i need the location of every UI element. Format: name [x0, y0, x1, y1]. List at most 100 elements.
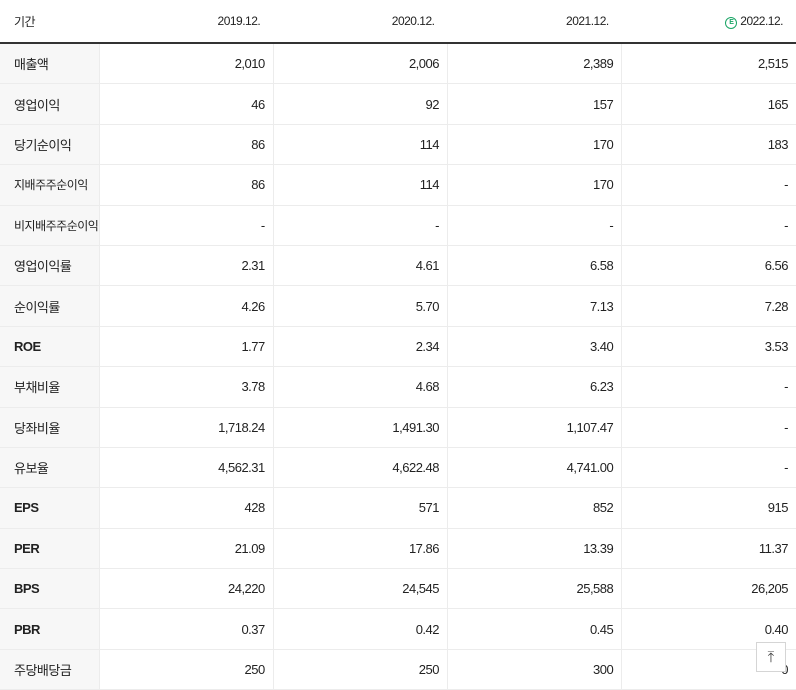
table-cell: 183: [621, 124, 796, 166]
table-cell: 4.61: [272, 244, 448, 287]
table-cell: 852: [446, 487, 622, 529]
table-cell: 5.70: [272, 285, 448, 327]
table-cell: 114: [272, 124, 448, 166]
table-cell: -: [621, 407, 796, 448]
table-cell: -: [98, 205, 274, 246]
table-cell: 170: [446, 164, 622, 206]
table-cell: 0.42: [272, 608, 448, 650]
table-row: 매출액 2,010 2,006 2,389 2,515: [0, 43, 796, 85]
row-label-operating-margin: 영업이익률: [0, 244, 99, 287]
row-label-net-margin: 순이익률: [0, 285, 99, 327]
row-label-quick-ratio: 당좌비율: [0, 407, 99, 448]
table-cell: 4.26: [98, 285, 274, 327]
period-label-header: 기간: [0, 0, 99, 44]
period-header-2022-label: 2022.12.: [740, 13, 783, 28]
table-cell: 7.28: [621, 285, 796, 327]
table-row: ROE 1.77 2.34 3.40 3.53: [0, 326, 796, 368]
table-cell: 21.09: [98, 528, 274, 570]
table-row: 비지배주주순이익 - - - -: [0, 205, 796, 246]
table-cell: 250: [98, 648, 274, 690]
row-label-noncontrolling-net-income: 비지배주주순이익: [0, 205, 99, 246]
table-cell: 4,741.00: [446, 447, 622, 489]
table-row: 순이익률 4.26 5.70 7.13 7.28: [0, 285, 796, 327]
table-cell: 6.58: [446, 244, 622, 287]
table-cell: 25,588: [446, 568, 622, 610]
table-cell: 2.34: [272, 326, 448, 368]
table-row: 주당배당금 250 250 300 0: [0, 648, 796, 690]
estimate-badge-icon: E: [725, 16, 738, 29]
table-cell: 1.77: [98, 326, 274, 368]
table-cell: 26,205: [621, 568, 796, 610]
table-cell: 571: [272, 487, 448, 529]
row-label-per: PER: [0, 528, 99, 570]
table-row: 부채비율 3.78 4.68 6.23 -: [0, 366, 796, 408]
table-row: EPS 428 571 852 915: [0, 487, 796, 529]
table-row: BPS 24,220 24,545 25,588 26,205: [0, 568, 796, 610]
period-header-2020: 2020.12.: [273, 0, 448, 44]
table-cell: 0.37: [98, 608, 274, 650]
table-cell: 4.68: [272, 366, 448, 408]
period-header-2021: 2021.12.: [447, 0, 622, 44]
table-cell: 1,107.47: [446, 407, 622, 448]
period-header-2022: E 2022.12.: [621, 0, 796, 44]
table-cell: 300: [446, 648, 622, 690]
table-cell: 92: [272, 83, 448, 125]
table-cell: -: [621, 205, 796, 246]
table-row: PBR 0.37 0.42 0.45 0.40: [0, 608, 796, 650]
table-cell: 915: [621, 487, 796, 529]
table-cell: 3.53: [621, 326, 796, 368]
table-cell: -: [272, 205, 448, 246]
table-cell: 86: [98, 124, 274, 166]
table-cell: -: [621, 366, 796, 408]
table-cell: 17.86: [272, 528, 448, 570]
table-cell: 11.37: [621, 528, 796, 570]
table-row: 영업이익률 2.31 4.61 6.58 6.56: [0, 244, 796, 287]
table-cell: 157: [446, 83, 622, 125]
table-cell: 6.23: [446, 366, 622, 408]
row-label-debt-ratio: 부채비율: [0, 366, 99, 408]
table-cell: 2,006: [272, 43, 448, 85]
table-cell: 165: [621, 83, 796, 125]
scroll-to-top-button[interactable]: ⤒: [756, 642, 786, 672]
table-cell: 13.39: [446, 528, 622, 570]
table-cell: 24,220: [98, 568, 274, 610]
row-label-net-income: 당기순이익: [0, 124, 99, 166]
table-cell: 1,718.24: [98, 407, 274, 448]
table-row: 유보율 4,562.31 4,622.48 4,741.00 -: [0, 447, 796, 489]
table-cell: 24,545: [272, 568, 448, 610]
table-cell: 428: [98, 487, 274, 529]
table-cell: -: [621, 447, 796, 489]
table-header-row: 기간 2019.12. 2020.12. 2021.12. E 2022.12.: [0, 0, 796, 44]
table-cell: 7.13: [446, 285, 622, 327]
arrow-up-icon: ⤒: [767, 648, 775, 666]
table-cell: 2,389: [446, 43, 622, 85]
row-label-revenue: 매출액: [0, 43, 99, 85]
table-cell: 4,562.31: [98, 447, 274, 489]
table-cell: -: [621, 164, 796, 206]
table-row: PER 21.09 17.86 13.39 11.37: [0, 528, 796, 570]
row-label-bps: BPS: [0, 568, 99, 610]
table-cell: 46: [98, 83, 274, 125]
table-cell: 3.78: [98, 366, 274, 408]
row-label-operating-profit: 영업이익: [0, 83, 99, 125]
row-label-controlling-net-income: 지배주주순이익: [0, 164, 99, 206]
table-cell: 2,515: [621, 43, 796, 85]
table-row: 당기순이익 86 114 170 183: [0, 124, 796, 166]
table-cell: 0.45: [446, 608, 622, 650]
table-cell: 250: [272, 648, 448, 690]
table-cell: 6.56: [621, 244, 796, 287]
table-row: 영업이익 46 92 157 165: [0, 83, 796, 125]
table-row: 지배주주순이익 86 114 170 -: [0, 164, 796, 206]
table-cell: 86: [98, 164, 274, 206]
table-cell: -: [446, 205, 622, 246]
row-label-eps: EPS: [0, 487, 99, 529]
table-cell: 170: [446, 124, 622, 166]
table-cell: 3.40: [446, 326, 622, 368]
row-label-roe: ROE: [0, 326, 99, 368]
table-cell: 4,622.48: [272, 447, 448, 489]
table-cell: 114: [272, 164, 448, 206]
table-cell: 2.31: [98, 244, 274, 287]
table-row: 당좌비율 1,718.24 1,491.30 1,107.47 -: [0, 407, 796, 448]
table-cell: 2,010: [98, 43, 274, 85]
